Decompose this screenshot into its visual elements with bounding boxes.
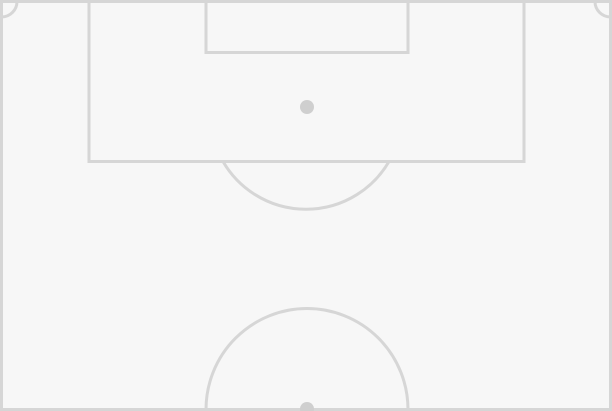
center-circle [204,307,410,410]
penalty-arc [221,160,391,211]
corner-arc-top-left [1,1,19,19]
penalty-spot [300,100,314,114]
goal-area [204,0,410,54]
center-spot [300,402,314,411]
corner-arc-top-right [593,1,611,19]
